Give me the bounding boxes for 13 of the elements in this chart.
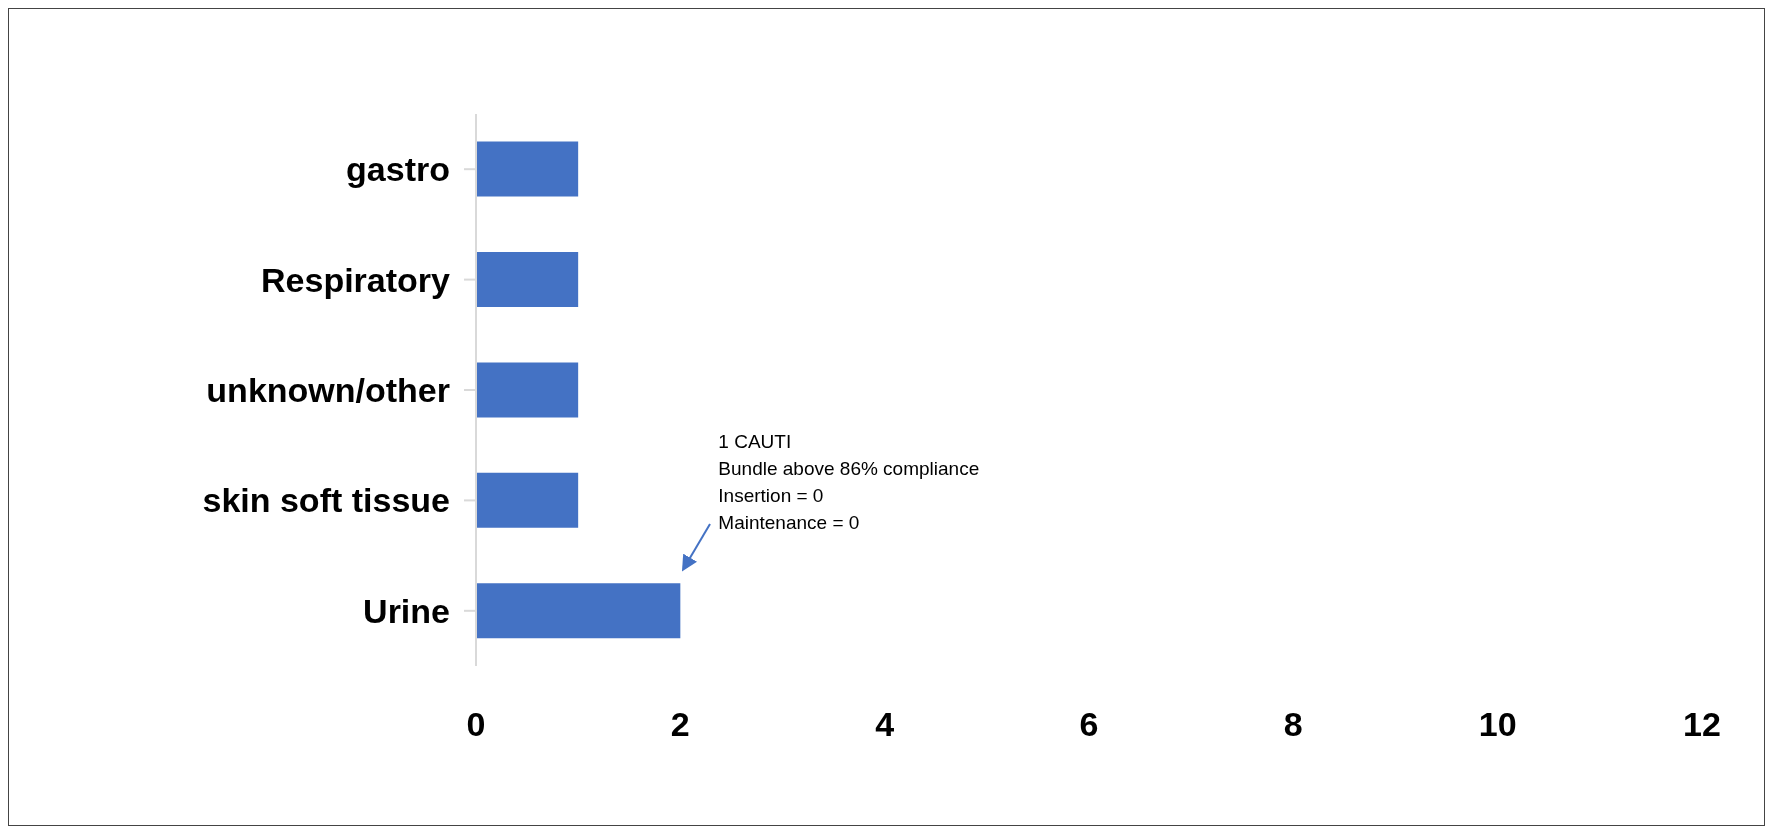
x-tick-label: 4 [875,705,895,744]
y-tick-label: gastro [346,150,450,189]
y-tick-label: unknown/other [206,371,450,410]
y-tick-label: skin soft tissue [202,481,450,520]
y-tick-label: Urine [363,591,450,630]
x-tick-label: 8 [1283,705,1303,744]
x-tick-label: 10 [1478,705,1517,744]
x-tick-label: 12 [1683,705,1721,744]
x-tick-label: 2 [670,705,690,744]
x-tick-label: 0 [466,705,486,744]
y-tick-label: Respiratory [261,260,451,299]
x-tick-label: 6 [1079,705,1099,744]
annotation: 1 CAUTI Bundle above 86% compliance Insertion = 0 Maintenance = 0 [718,429,980,535]
